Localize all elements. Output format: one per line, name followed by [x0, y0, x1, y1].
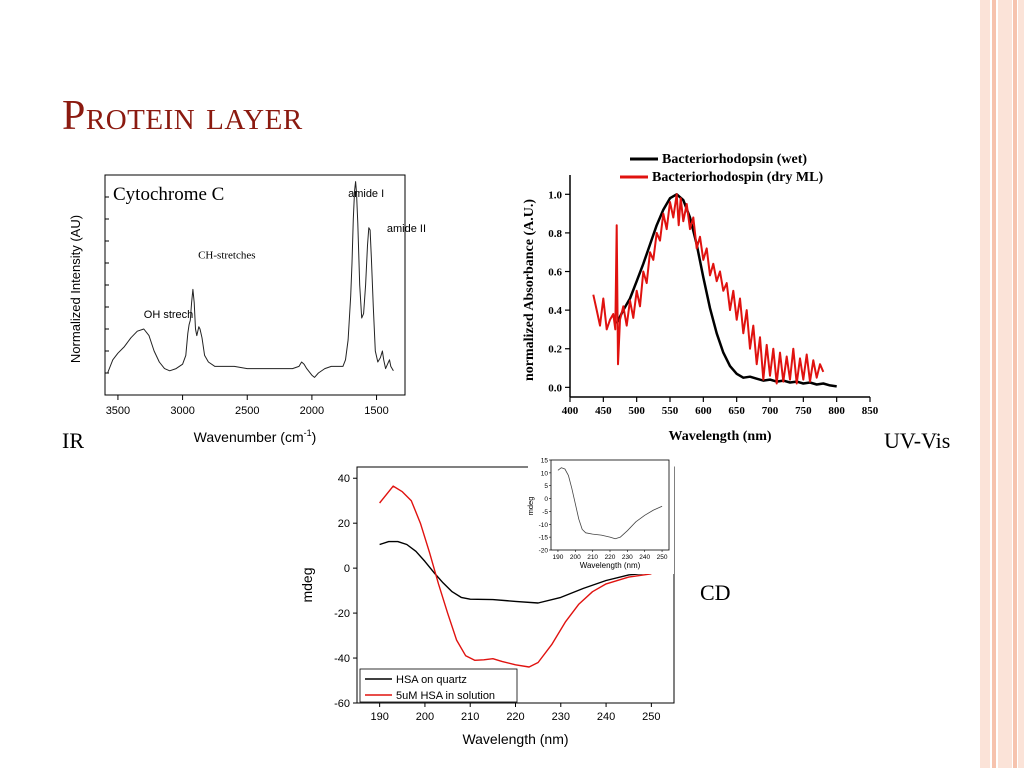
cd-inset-y-tick-label: -5 [542, 509, 548, 516]
cd-x-tick-label: 190 [370, 711, 388, 723]
cd-inset-y-tick-label: -20 [539, 548, 549, 555]
uvvis-legend-label: Bacteriorhodospin (dry ML) [652, 170, 823, 185]
cd-inset-y-tick-label: 15 [541, 458, 549, 465]
ir-chart-title: Cytochrome C [113, 184, 224, 205]
ir-x-axis-label-close: ) [312, 429, 317, 445]
ir-x-tick-label: 2000 [300, 405, 324, 417]
ir-x-axis-label-sup: -1 [304, 428, 312, 438]
decor-stripe [1018, 0, 1024, 768]
uvvis-x-tick-label: 700 [762, 405, 779, 417]
cd-inset-background [528, 452, 674, 574]
cd-inset-x-tick-label: 240 [639, 554, 650, 561]
uvvis-legend-label: Bacteriorhodopsin (wet) [662, 152, 807, 167]
uvvis-y-tick-label: 0.6 [548, 267, 562, 279]
cd-inset-series-line [557, 467, 663, 540]
uvvis-x-tick-label: 450 [595, 405, 612, 417]
ir-x-tick-label: 3000 [170, 405, 194, 417]
uvvis-series-line [592, 193, 825, 385]
uvvis-y-axis-label: normalized Absorbance (A.U.) [522, 199, 537, 381]
uvvis-chart: 0.0 0.2 0.4 0.6 0.8 1.0 400 450 500 550 600 650 700 7… [522, 152, 879, 444]
cd-x-tick-label: 200 [416, 711, 434, 723]
decor-stripe [992, 0, 996, 768]
cd-legend-label: 5uM HSA in solution [396, 690, 495, 702]
uvvis-y-tick-label: 0.4 [548, 305, 562, 317]
cd-inset-x-tick-label: 230 [622, 554, 633, 561]
uvvis-series-line [615, 193, 837, 388]
cd-series-line [379, 540, 652, 604]
cd-inset-y-axis-label: mdeg [526, 497, 535, 516]
uvvis-x-tick-label: 400 [562, 405, 579, 417]
ir-series-line [107, 181, 394, 378]
uvvis-x-tick-label: 800 [828, 405, 845, 417]
cd-x-tick-label: 220 [506, 711, 524, 723]
ir-annotation: amide II [387, 223, 426, 235]
ir-label: IR [62, 428, 84, 453]
uvvis-x-tick-label: 600 [695, 405, 712, 417]
cd-inset-y-tick-label: -10 [539, 522, 549, 529]
cd-y-tick-label: 20 [338, 518, 350, 530]
cd-inset-y-tick-label: 10 [541, 470, 549, 477]
uvvis-x-axis-label: Wavelength (nm) [668, 429, 771, 444]
cd-inset-y-tick-label: 5 [544, 483, 548, 490]
cd-x-tick-label: 250 [642, 711, 660, 723]
cd-y-tick-label: -40 [334, 653, 350, 665]
cd-inset-y-tick-label: -15 [539, 535, 549, 542]
decor-stripe [980, 0, 990, 768]
ir-x-axis-label-main: Wavenumber (cm [194, 429, 304, 445]
cd-x-tick-label: 210 [461, 711, 479, 723]
cd-x-tick-label: 230 [552, 711, 570, 723]
cd-inset-x-tick-label: 220 [605, 554, 616, 561]
uvvis-y-tick-label: 0.8 [548, 228, 562, 240]
cd-label: CD [700, 580, 731, 605]
cd-inset-x-tick-label: 190 [553, 554, 564, 561]
ir-annotation: amide I [348, 188, 384, 200]
cd-y-tick-label: 40 [338, 473, 350, 485]
cd-legend-box [359, 668, 518, 703]
decor-stripe [1013, 0, 1017, 768]
uvvis-y-tick-label: 0.2 [548, 344, 562, 356]
cd-y-tick-label: 0 [344, 563, 350, 575]
uvvis-x-tick-label: 750 [795, 405, 812, 417]
decor-stripe [998, 0, 1012, 768]
uvvis-x-tick-label: 550 [662, 405, 679, 417]
ir-x-axis-label: Wavenumber (cm-1) [194, 428, 317, 445]
uvvis-x-tick-label: 850 [862, 405, 879, 417]
uvvis-y-tick-label: 0.0 [548, 382, 562, 394]
cd-y-tick-label: -20 [334, 608, 350, 620]
cd-series-line [379, 485, 652, 668]
uvvis-y-tick-label: 1.0 [548, 189, 562, 201]
cd-x-axis-label: Wavelength (nm) [462, 731, 568, 747]
ir-annotation: OH strech [144, 309, 194, 321]
ir-x-tick-label: 2500 [235, 405, 259, 417]
cd-inset-x-tick-label: 250 [657, 554, 668, 561]
cd-inset-chart: 15 10 5 0 -5 -10 -15 -20 190 200 210 220 230 240 250 Wa… [526, 452, 674, 574]
ir-x-tick-label: 3500 [106, 405, 130, 417]
ir-annotation: CH-stretches [198, 250, 255, 262]
cd-x-tick-label: 240 [597, 711, 615, 723]
cd-y-axis-label: mdeg [299, 567, 315, 602]
uvvis-x-tick-label: 650 [728, 405, 745, 417]
ir-chart: 3500 3000 2500 2000 1500 Cytochrome C amide I a… [68, 174, 426, 445]
cd-inset-x-tick-label: 210 [587, 554, 598, 561]
cd-inset-y-tick-label: 0 [544, 496, 548, 503]
ir-x-tick-label: 1500 [364, 405, 388, 417]
cd-legend-label: HSA on quartz [396, 674, 467, 686]
uvvis-label: UV-Vis [884, 428, 951, 453]
slide-title: Protein layer [62, 93, 303, 139]
ir-y-axis-label: Normalized Intensity (AU) [68, 215, 83, 363]
uvvis-x-tick-label: 500 [628, 405, 645, 417]
cd-inset-x-tick-label: 200 [570, 554, 581, 561]
cd-inset-x-axis-label: Wavelength (nm) [580, 561, 641, 570]
cd-y-tick-label: -60 [334, 698, 350, 710]
